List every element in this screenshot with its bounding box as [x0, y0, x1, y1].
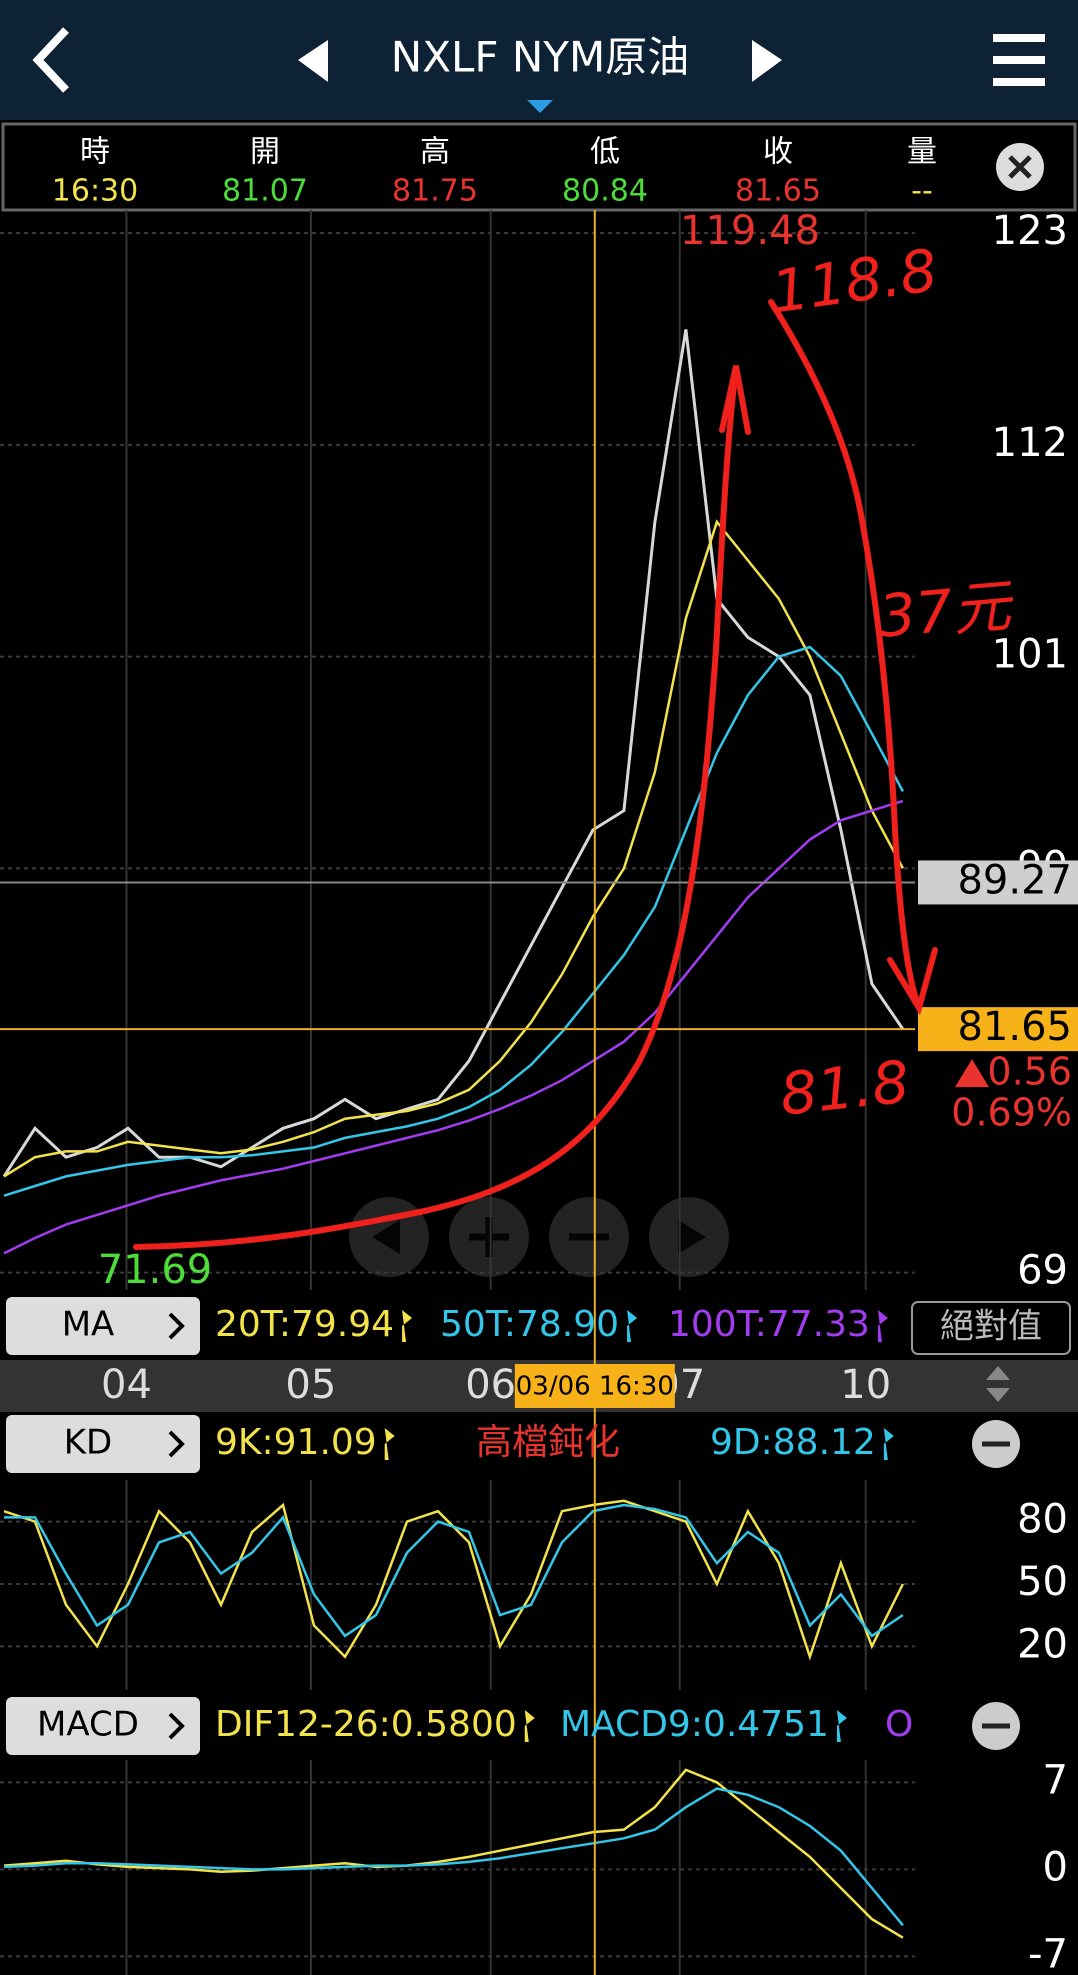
back-button[interactable] — [32, 27, 69, 93]
legend-entry: 9K:91.09 — [215, 1422, 377, 1463]
crosshair-label: 03/06 16:30 — [516, 1372, 674, 1402]
legend-marker — [883, 1428, 894, 1460]
quote-value: 81.75 — [392, 174, 478, 209]
legend-marker — [384, 1428, 395, 1460]
legend-entry: 100T:77.33 — [668, 1304, 870, 1345]
indicator-button-label: MACD — [37, 1705, 139, 1745]
legend-entry: 20T:79.94 — [215, 1304, 394, 1345]
legend-marker — [877, 1310, 888, 1342]
x-tick-label: 06 — [465, 1362, 516, 1408]
x-tick-label: 05 — [285, 1362, 336, 1408]
indicator-line — [3, 645, 905, 1197]
prev-button[interactable] — [298, 40, 328, 82]
title[interactable]: NXLF NYM原油 — [391, 33, 689, 82]
indicator-button[interactable] — [6, 1297, 200, 1355]
y-tick-label: -7 — [1028, 1931, 1068, 1975]
legend-entry: MACD9:0.4751 — [560, 1704, 829, 1745]
change-pct: 0.69% — [951, 1091, 1072, 1135]
button-chevron — [168, 1712, 185, 1740]
indicator-line — [3, 799, 904, 1255]
change-box — [918, 1053, 1078, 1136]
legend-marker — [627, 1310, 638, 1342]
hand-drawing — [133, 299, 938, 1250]
button-chevron — [168, 1312, 185, 1340]
x-tick-label: 10 — [840, 1362, 891, 1408]
quote-value: 81.65 — [735, 174, 821, 209]
y-tick-label: 20 — [1017, 1621, 1068, 1667]
mode-button[interactable] — [911, 1301, 1071, 1355]
price-line — [2, 329, 905, 1178]
x-tick-label: 04 — [101, 1362, 152, 1408]
legend-entry: 50T:78.90 — [440, 1304, 619, 1345]
remove-macd[interactable] — [972, 1702, 1020, 1750]
change: 0.56 — [987, 1050, 1072, 1094]
y-tick-label: 80 — [1017, 1497, 1068, 1543]
low-label: 71.69 — [98, 1247, 213, 1293]
close-price-box — [918, 1007, 1078, 1052]
quote-box — [1, 122, 1077, 212]
indicator-line — [3, 1768, 904, 1939]
y-tick-label: 112 — [992, 420, 1068, 466]
high-label: 119.48 — [680, 208, 820, 254]
quote-value: 81.07 — [222, 174, 308, 209]
legend-entry: 9D:88.12 — [710, 1422, 876, 1463]
indicator-button-label: KD — [64, 1423, 112, 1463]
legend-marker — [836, 1710, 847, 1742]
indicator-button[interactable] — [6, 1415, 200, 1473]
y-tick-label: 0 — [1043, 1844, 1068, 1890]
quote-value: 80.84 — [562, 174, 648, 209]
quote-label: 開 — [250, 135, 280, 170]
indicator-button[interactable] — [6, 1697, 200, 1755]
indicator-button-label: MA — [62, 1305, 115, 1345]
indicator-line — [3, 1787, 904, 1927]
quote-label: 時 — [80, 135, 110, 170]
handwritten-note: 37元 — [876, 571, 1017, 651]
y-tick-label: 69 — [1017, 1248, 1068, 1294]
indicator-line — [4, 1503, 904, 1638]
y-tick-label: 50 — [1017, 1559, 1068, 1605]
quote-value: -- — [911, 174, 933, 209]
scroll-arrows[interactable] — [986, 1366, 1010, 1402]
quote-label: 收 — [763, 135, 793, 170]
close-quote[interactable] — [996, 143, 1044, 191]
next-button[interactable] — [752, 40, 782, 82]
title-dropdown[interactable] — [527, 100, 553, 113]
menu-button[interactable] — [993, 34, 1045, 86]
indicator-line — [3, 519, 905, 1178]
y-tick-label: 7 — [1043, 1757, 1068, 1803]
mode-button-label: 絕對值 — [940, 1307, 1042, 1347]
zoom-controls[interactable] — [349, 1197, 729, 1277]
cursor-price-box — [918, 860, 1078, 905]
button-chevron — [168, 1430, 185, 1458]
remove-kd[interactable] — [972, 1420, 1020, 1468]
indicator-status: 高檔鈍化 — [476, 1422, 620, 1463]
legend-entry: DIF12-26:0.5800 — [215, 1704, 517, 1745]
legend-overflow: O — [885, 1704, 913, 1745]
y-tick-label: 101 — [992, 632, 1068, 678]
legend-marker — [402, 1310, 413, 1342]
y-tick-label: 123 — [992, 208, 1068, 254]
handwritten-note: 81.8 — [777, 1048, 913, 1129]
up-triangle — [955, 1059, 989, 1088]
close-price: 81.65 — [957, 1004, 1072, 1050]
quote-value: 16:30 — [52, 174, 138, 209]
quote-label: 量 — [907, 135, 937, 170]
crosshair-label-box — [514, 1364, 675, 1408]
quote-label: 高 — [420, 135, 450, 170]
cursor-price: 89.27 — [957, 857, 1072, 903]
quote-label: 低 — [590, 135, 620, 170]
legend-marker — [524, 1710, 535, 1742]
